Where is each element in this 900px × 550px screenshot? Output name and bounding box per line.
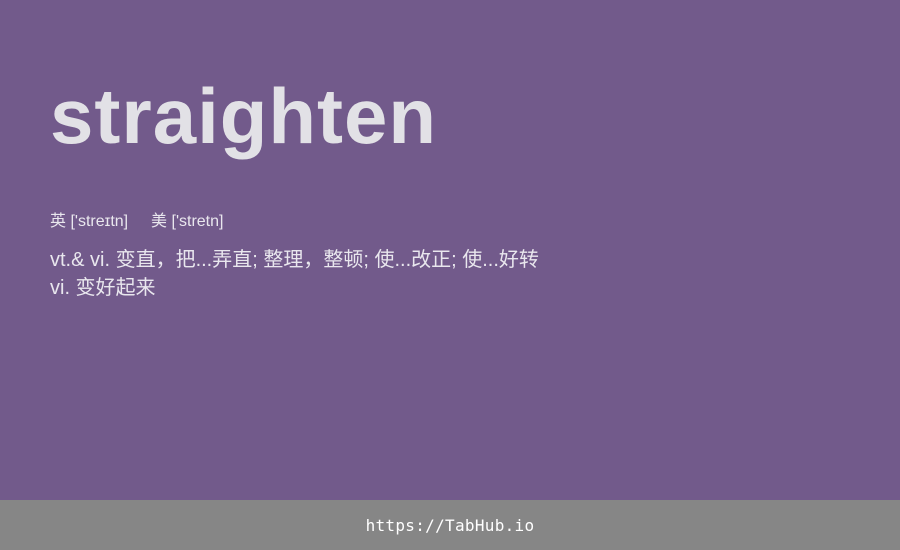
footer-bar: https://TabHub.io xyxy=(0,500,900,550)
headword: straighten xyxy=(50,72,438,160)
definition-line: vi. 变好起来 xyxy=(50,277,156,299)
phonetic-us: ['stretn] xyxy=(171,213,224,230)
phonetics: 英 ['streɪtn] 美 ['stretn] xyxy=(50,211,223,233)
definitions: vt.& vi. 变直，把...弄直; 整理，整顿; 使...改正; 使...好… xyxy=(50,246,539,302)
definition-line: vt.& vi. 变直，把...弄直; 整理，整顿; 使...改正; 使...好… xyxy=(50,249,539,271)
phonetic-us-label: 美 xyxy=(151,213,168,230)
phonetic-uk: ['streɪtn] xyxy=(70,213,129,230)
tabhub-link[interactable]: https://TabHub.io xyxy=(365,515,535,535)
phonetic-uk-label: 英 xyxy=(50,213,67,230)
word-card: straighten 英 ['streɪtn] 美 ['stretn] vt.&… xyxy=(50,66,870,299)
